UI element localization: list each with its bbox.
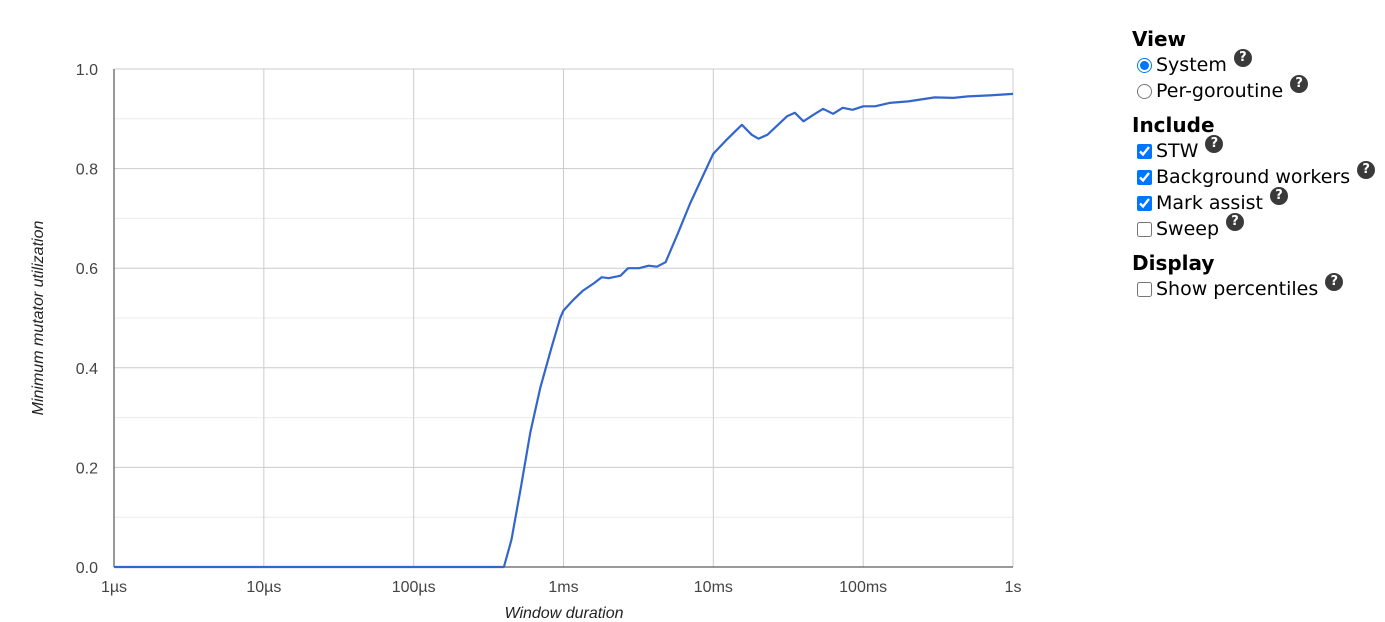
show-percentiles-label: Show percentiles	[1156, 278, 1319, 300]
view-title: View	[1132, 27, 1187, 51]
x-axis-title: Window duration	[504, 605, 623, 622]
x-tick-label: 100µs	[392, 579, 436, 596]
y-axis-title: Minimum mutator utilization	[30, 221, 47, 416]
mark-assist-label: Mark assist	[1156, 192, 1263, 214]
y-tick-label: 0.8	[76, 162, 98, 179]
x-tick-label: 1ms	[548, 579, 578, 596]
x-tick-label: 1s	[1005, 579, 1022, 596]
per-goroutine-radio[interactable]	[1137, 83, 1152, 99]
display-group: Display Show percentiles ?	[1132, 250, 1382, 302]
stw-checkbox[interactable]	[1137, 143, 1152, 159]
help-icon[interactable]: ?	[1290, 75, 1309, 93]
help-icon[interactable]: ?	[1205, 135, 1224, 153]
y-tick-label: 0.6	[76, 261, 98, 278]
background-workers-label: Background workers	[1156, 166, 1351, 188]
help-icon[interactable]: ?	[1233, 49, 1252, 67]
show-percentiles-checkbox[interactable]	[1137, 281, 1152, 297]
system-radio[interactable]	[1137, 57, 1152, 73]
y-tick-label: 0.4	[76, 361, 98, 378]
help-icon[interactable]: ?	[1226, 213, 1245, 231]
background-workers-checkbox[interactable]	[1137, 169, 1152, 185]
include-option-stw[interactable]: STW ?	[1132, 135, 1382, 164]
include-title: Include	[1132, 113, 1215, 137]
display-option-show-percentiles[interactable]: Show percentiles ?	[1132, 273, 1382, 302]
display-title: Display	[1132, 251, 1215, 275]
y-tick-label: 1.0	[76, 62, 98, 79]
include-option-mark-assist[interactable]: Mark assist ?	[1132, 187, 1382, 216]
help-icon[interactable]: ?	[1325, 273, 1344, 291]
sweep-label: Sweep	[1156, 218, 1220, 240]
tick-labels: 0.0 0.2 0.4 0.6 0.8 1.0 1µs 10µs 100µs 1ms 10ms 100…	[76, 62, 1022, 596]
view-option-system[interactable]: System ?	[1132, 49, 1382, 78]
mmu-chart: 0.0 0.2 0.4 0.6 0.8 1.0 1µs 10µs 100µs 1ms 10ms 100…	[30, 62, 1022, 622]
series-layer	[114, 92, 1014, 569]
y-tick-label: 0.0	[76, 560, 98, 577]
sweep-checkbox[interactable]	[1137, 221, 1152, 237]
view-option-per-goroutine[interactable]: Per-goroutine ?	[1132, 75, 1382, 104]
view-group: View System ? Per-goroutine ?	[1132, 26, 1382, 104]
mark-assist-checkbox[interactable]	[1137, 195, 1152, 211]
grid-lines	[114, 68, 1014, 567]
x-tick-label: 10ms	[694, 579, 733, 596]
per-goroutine-label: Per-goroutine	[1156, 80, 1284, 102]
help-icon[interactable]: ?	[1269, 187, 1288, 205]
include-option-sweep[interactable]: Sweep ?	[1132, 213, 1382, 242]
include-group: Include STW ? Background workers ? Mark …	[1132, 112, 1382, 242]
x-tick-label: 100ms	[839, 579, 887, 596]
include-option-background-workers[interactable]: Background workers ?	[1132, 161, 1382, 190]
controls-panel: View System ? Per-goroutine ? Include ST…	[1132, 26, 1382, 310]
x-tick-label: 10µs	[246, 579, 281, 596]
x-tick-label: 1µs	[101, 579, 127, 596]
y-tick-label: 0.2	[76, 460, 98, 477]
stw-label: STW	[1156, 140, 1199, 162]
mmu-series-line	[114, 92, 1014, 569]
system-label: System	[1156, 54, 1227, 76]
help-icon[interactable]: ?	[1357, 161, 1376, 179]
